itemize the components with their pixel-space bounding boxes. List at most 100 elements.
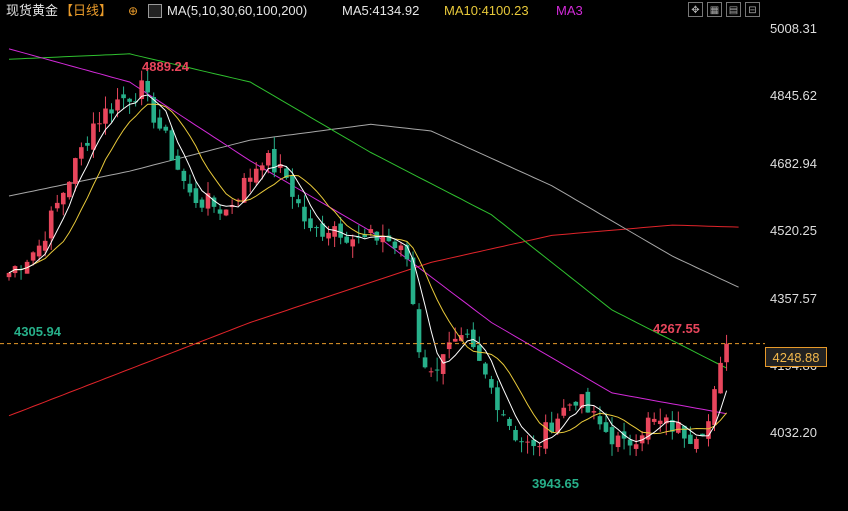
period-dropdown-icon[interactable]: ⊕ xyxy=(128,4,139,18)
left-low-label: 4305.94 xyxy=(14,324,61,339)
candle-body xyxy=(633,444,639,449)
candle-body xyxy=(265,153,271,166)
candle-body xyxy=(525,441,530,443)
candle-body xyxy=(537,446,542,448)
right-high-label: 4267.55 xyxy=(653,321,700,336)
ma200-line xyxy=(8,224,739,417)
candle-body xyxy=(645,417,651,440)
candle-body xyxy=(30,252,36,261)
candle-body xyxy=(567,404,573,406)
candle-body xyxy=(278,164,283,168)
y-tick-label: 4845.62 xyxy=(770,88,817,104)
candle-body xyxy=(657,420,663,425)
candle-body xyxy=(223,209,229,216)
candle-body xyxy=(253,168,259,183)
candle-body xyxy=(452,338,458,342)
candle-body xyxy=(54,202,60,209)
candle-body xyxy=(314,227,319,229)
candle-body xyxy=(97,123,102,125)
y-tick-label: 4520.25 xyxy=(770,223,817,239)
candle-body xyxy=(356,236,362,238)
candle-body xyxy=(651,418,657,422)
candle-body xyxy=(163,126,169,131)
candle-body xyxy=(308,218,313,228)
period-selector[interactable]: 【日线】 xyxy=(60,3,113,18)
candle-body xyxy=(471,329,476,348)
candle-body xyxy=(700,433,705,437)
ma30-line xyxy=(8,48,727,415)
candle-body xyxy=(211,197,217,207)
candle-body xyxy=(428,371,434,373)
ma-params[interactable]: MA(5,10,30,60,100,200) xyxy=(167,3,308,18)
candle-body xyxy=(320,223,325,237)
ma30-value: MA3 xyxy=(556,3,583,18)
layout-icon[interactable]: ▤ xyxy=(726,2,741,17)
candle-body xyxy=(272,148,277,173)
candle-body xyxy=(615,435,621,448)
candle-body xyxy=(682,425,687,439)
chart-header: 现货黄金 【日线】 ⊕ MA(5,10,30,60,100,200) MA5:4… xyxy=(0,0,848,22)
candle-body xyxy=(398,245,404,251)
ma60-line xyxy=(8,53,727,369)
candle-body xyxy=(115,99,120,111)
candle-body xyxy=(48,210,54,239)
candle-body xyxy=(392,241,398,249)
candle-body xyxy=(573,401,579,406)
candle-body xyxy=(79,147,84,159)
candle-body xyxy=(501,414,506,416)
ma10-value: MA10:4100.23 xyxy=(444,3,529,18)
candle-body xyxy=(663,417,669,424)
candle-body xyxy=(290,175,295,197)
candle-body xyxy=(332,226,337,237)
zoom-out-icon[interactable]: ⊟ xyxy=(745,2,760,17)
candle-body xyxy=(712,389,717,426)
candle-body xyxy=(350,239,356,247)
candle-body xyxy=(688,434,693,444)
indicator-icon[interactable] xyxy=(148,4,162,18)
candle-body xyxy=(67,181,72,198)
candle-body xyxy=(42,240,48,251)
ma10-line xyxy=(8,103,727,435)
candle-body xyxy=(368,229,374,234)
candle-body xyxy=(724,343,729,363)
y-tick-label: 5008.31 xyxy=(770,20,817,36)
fullscreen-icon[interactable]: ✥ xyxy=(688,2,703,17)
grid-icon[interactable]: ▦ xyxy=(707,2,722,17)
candle-body xyxy=(549,422,554,433)
candle-body xyxy=(127,98,132,102)
candle-body xyxy=(284,168,289,178)
candle-body xyxy=(205,193,211,209)
candle-body xyxy=(446,342,452,350)
candle-body xyxy=(495,387,500,411)
candle-body xyxy=(458,335,464,341)
candle-body xyxy=(344,236,349,243)
candle-body xyxy=(543,422,548,449)
y-tick-label: 4682.94 xyxy=(770,155,817,171)
candle-body xyxy=(175,155,181,170)
candle-body xyxy=(109,109,114,114)
candle-body xyxy=(6,272,12,278)
candle-body xyxy=(380,236,386,243)
candle-body xyxy=(603,422,609,432)
candle-body xyxy=(627,439,633,446)
candle-body xyxy=(259,165,265,171)
candle-body xyxy=(157,117,163,129)
y-tick-label: 4032.20 xyxy=(770,425,817,441)
candle-body xyxy=(591,411,597,413)
candle-body xyxy=(217,209,223,214)
candle-body xyxy=(555,418,561,433)
ma100-line xyxy=(8,123,739,288)
high-label: 4889.24 xyxy=(142,59,189,74)
candle-body xyxy=(121,94,126,99)
candle-body xyxy=(561,407,567,416)
candle-body xyxy=(410,257,416,305)
candle-body xyxy=(597,416,603,425)
candle-body xyxy=(404,244,410,260)
candle-body xyxy=(103,108,108,124)
candle-body xyxy=(326,232,331,239)
candle-body xyxy=(609,427,615,445)
candle-body xyxy=(422,357,428,368)
instrument-title: 现货黄金 xyxy=(6,3,59,18)
candle-body xyxy=(386,235,392,242)
